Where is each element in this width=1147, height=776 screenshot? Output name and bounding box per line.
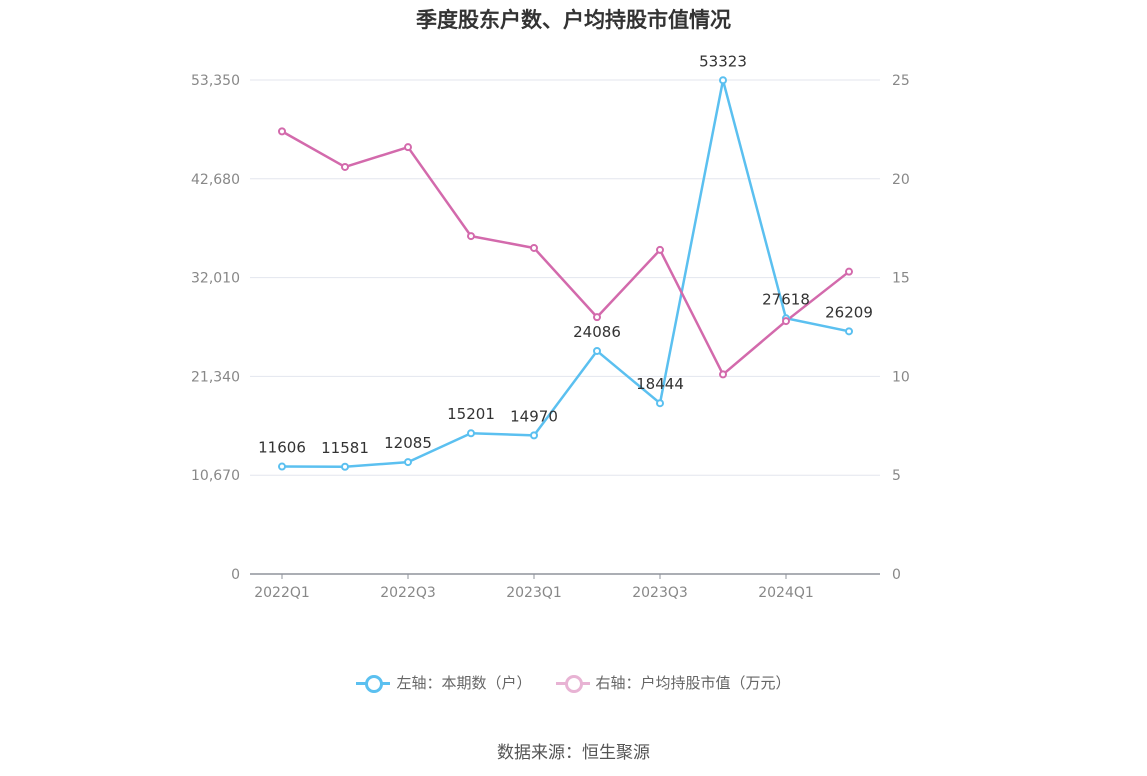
data-point-left [530,431,538,440]
chart-title: 季度股东户数、户均持股市值情况 [416,8,731,32]
data-point-left [278,462,286,471]
legend-label-left-series: 左轴：本期数（户） [396,674,532,692]
right-axis-tick-label: 20 [892,172,910,188]
right-axis-tick-label: 15 [892,271,910,287]
data-label: 27618 [762,290,810,308]
data-label: 11581 [321,439,369,457]
data-source: 数据来源：恒生聚源 [497,743,650,763]
x-axis-tick-label: 2022Q3 [380,585,436,601]
data-point-right [530,243,538,252]
series-line-right [281,130,850,376]
x-axis-tick-label: 2022Q1 [254,585,310,601]
data-point-right [593,313,601,322]
x-axis-tick-label: 2024Q1 [758,585,814,601]
legend-item-right-series[interactable]: 右轴：户均持股市值（万元） [555,672,791,693]
data-point-right [341,162,349,171]
data-point-left [467,429,475,438]
legend-line-icon-pink [555,674,590,693]
left-axis-tick-label: 53,350 [191,73,240,89]
left-axis-tick-label: 42,680 [191,172,240,188]
legend-item-left-series[interactable]: 左轴：本期数（户） [356,672,532,693]
data-label: 18444 [636,375,684,393]
legend: 左轴：本期数（户） 右轴：户均持股市值（万元） [0,672,1147,693]
legend-label-right-series: 右轴：户均持股市值（万元） [595,674,791,692]
data-point-right [467,232,475,241]
data-point-right [656,245,664,254]
data-label: 24086 [573,323,621,341]
right-axis-tick-label: 25 [892,73,910,89]
data-point-right [782,317,790,326]
data-label: 53323 [699,52,747,70]
data-label: 11606 [258,439,306,457]
data-label: 12085 [384,434,432,452]
data-point-left [341,462,349,471]
data-label: 26209 [825,303,873,321]
data-point-right [278,127,286,136]
x-axis-tick-label: 2023Q1 [506,585,562,601]
left-axis-tick-label: 21,340 [191,369,240,385]
series-line-left [281,79,850,469]
right-axis-tick-label: 5 [892,468,901,484]
left-axis-tick-label: 32,010 [191,271,240,287]
left-axis-tick-label: 0 [231,567,240,583]
right-axis-tick-label: 10 [892,369,910,385]
data-point-right [719,370,727,379]
data-point-right [845,267,853,276]
legend-line-icon-blue [356,674,391,693]
data-point-left [593,346,601,355]
data-point-right [404,143,412,152]
left-axis-tick-label: 10,670 [191,468,240,484]
data-point-left [845,327,853,336]
right-axis-tick-label: 0 [892,567,901,583]
x-axis-tick-label: 2023Q3 [632,585,688,601]
data-point-left [719,76,727,85]
data-label: 15201 [447,405,495,423]
data-label: 14970 [510,407,558,425]
data-point-left [656,399,664,408]
data-point-left [404,458,412,467]
